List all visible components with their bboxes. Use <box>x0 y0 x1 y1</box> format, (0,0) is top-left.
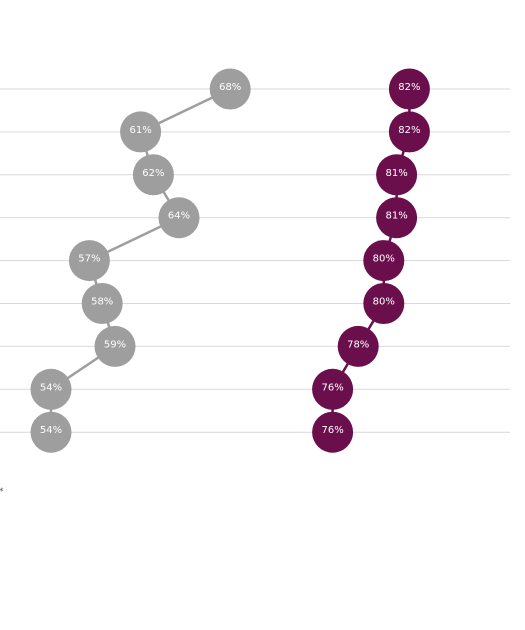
data-label: 81% <box>385 211 407 222</box>
data-label: 78% <box>347 339 369 350</box>
data-point <box>132 154 174 196</box>
data-point <box>158 197 200 239</box>
data-label: 61% <box>129 125 151 136</box>
data-point <box>312 411 354 453</box>
data-point <box>376 154 418 196</box>
data-point <box>363 283 405 324</box>
data-point <box>120 111 162 153</box>
series-1: 68% 61% 62% 64% 57% 58% 59% 54% 54% <box>30 68 251 453</box>
data-point <box>68 240 110 282</box>
data-label: 76% <box>321 425 343 436</box>
data-label: 58% <box>91 297 113 308</box>
data-label: 80% <box>373 297 395 308</box>
data-point <box>376 197 418 239</box>
data-point <box>388 68 430 110</box>
data-point <box>94 325 136 367</box>
data-point <box>388 111 430 153</box>
data-label: 54% <box>40 425 62 436</box>
series-2: 82% 82% 81% 81% 80% 80% 78% 76% 76% <box>312 68 430 453</box>
data-label: 64% <box>168 211 190 222</box>
data-label: 82% <box>398 125 420 136</box>
data-point <box>363 240 405 282</box>
data-point <box>30 368 72 410</box>
data-point <box>209 68 251 110</box>
data-label: 76% <box>321 382 343 393</box>
data-label: 62% <box>142 168 164 179</box>
footnote-mark: * <box>0 487 4 497</box>
series-layer: 68%61%62%64%57%58%59%54%54%82%82%81%81%8… <box>30 68 430 453</box>
data-label: 57% <box>78 254 100 265</box>
data-point <box>81 283 123 324</box>
data-label: 81% <box>385 168 407 179</box>
data-point <box>312 368 354 410</box>
data-label: 54% <box>40 382 62 393</box>
data-label: 82% <box>398 82 420 93</box>
data-label: 59% <box>104 339 126 350</box>
data-label: 68% <box>219 82 241 93</box>
data-point <box>30 411 72 453</box>
data-point <box>337 325 379 367</box>
data-label: 80% <box>373 254 395 265</box>
